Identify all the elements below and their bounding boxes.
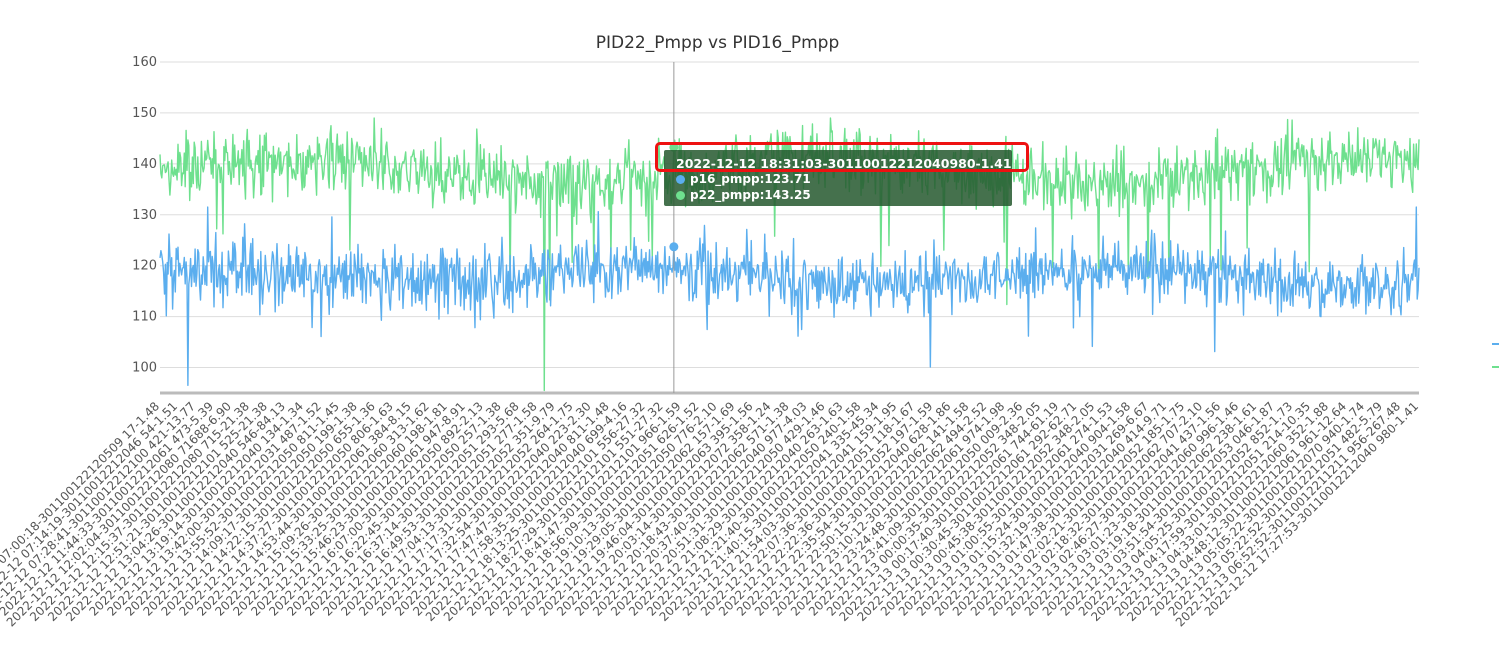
y-tick-label: 100 — [132, 361, 157, 376]
y-tick-label: 160 — [132, 55, 157, 70]
hover-crosshair — [669, 62, 679, 393]
chart-title: PID22_Pmpp vs PID16_Pmpp — [595, 33, 840, 53]
tooltip-row-p22: p22_pmpp:143.25 — [676, 188, 811, 202]
hover-point-p16 — [669, 242, 679, 252]
tooltip-value-p16: 123.71 — [764, 172, 811, 186]
legend-item-p22[interactable] — [1492, 366, 1499, 368]
tooltip-label-p22: p22_pmpp: — [690, 188, 765, 202]
y-tick-label: 140 — [132, 157, 157, 172]
tooltip-label-p16: p16_pmpp: — [690, 172, 765, 186]
y-axis-ticks: 100 110 120 130 140 150 160 — [132, 55, 157, 376]
tooltip-title: 2022-12-12 18:31:03-30110012212040980-1.… — [676, 156, 1012, 171]
hover-tooltip: 2022-12-12 18:31:03-30110012212040980-1.… — [664, 150, 1012, 206]
series-color-dot — [676, 191, 685, 200]
x-axis-tick-labels: 2022-12-12 07:00:18-301100122120509 17-1… — [0, 399, 1421, 629]
hover-point-p22 — [669, 142, 679, 152]
y-tick-label: 150 — [132, 106, 157, 121]
series-color-dot — [676, 175, 685, 184]
y-tick-label: 120 — [132, 259, 157, 274]
legend-item-p16[interactable] — [1492, 343, 1499, 345]
series-line-p16_pmpp — [159, 206, 1420, 387]
y-tick-label: 130 — [132, 208, 157, 223]
tooltip-value-p22: 143.25 — [764, 188, 811, 202]
highlight-annotation-box — [655, 142, 1029, 172]
y-tick-label: 110 — [132, 310, 157, 325]
tooltip-row-p16: p16_pmpp:123.71 — [676, 172, 811, 186]
